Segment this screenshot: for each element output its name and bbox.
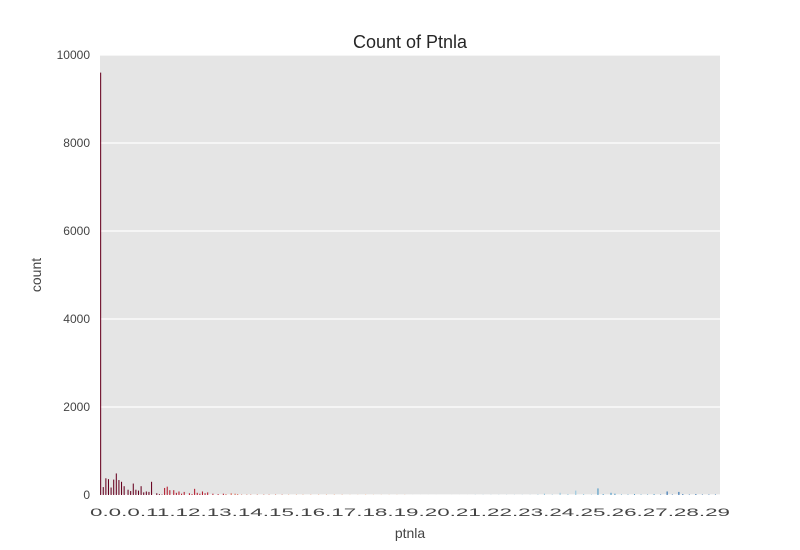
- bar: [140, 486, 142, 495]
- bar: [196, 492, 198, 495]
- bar: [169, 490, 171, 495]
- bar: [567, 494, 569, 495]
- bar: [207, 492, 209, 495]
- bar: [222, 493, 224, 495]
- bar: [225, 494, 227, 495]
- bar: [191, 494, 193, 495]
- bar: [682, 494, 684, 495]
- bar: [610, 492, 612, 495]
- y-tick-label: 8000: [63, 136, 90, 150]
- bar: [365, 494, 367, 495]
- bar: [130, 491, 132, 495]
- y-tick-label: 0: [83, 488, 90, 502]
- x-tick-labels: 0.0.0.11.12.13.14.15.16.17.18.19.20.21.2…: [90, 507, 730, 519]
- bar: [559, 492, 561, 495]
- bar: [597, 488, 599, 495]
- bar: [695, 494, 697, 495]
- bar: [178, 491, 180, 495]
- bar: [118, 480, 120, 495]
- bar: [148, 491, 150, 495]
- bar: [137, 490, 140, 495]
- bar: [121, 481, 123, 495]
- bar: [173, 490, 175, 495]
- y-tick-label: 4000: [63, 312, 90, 326]
- plot-background: [100, 55, 720, 495]
- bar: [113, 479, 115, 495]
- bar: [181, 493, 183, 495]
- bar: [234, 493, 236, 495]
- bar: [201, 491, 203, 495]
- bar: [158, 494, 160, 495]
- bar: [164, 487, 166, 495]
- y-axis-label: count: [28, 258, 44, 292]
- bar: [188, 493, 190, 495]
- bar: [100, 72, 102, 495]
- y-tick-label: 2000: [63, 400, 90, 414]
- bar: [583, 494, 585, 495]
- x-axis-label: ptnla: [395, 525, 426, 541]
- y-tick-label: 10000: [57, 48, 91, 62]
- bar: [602, 494, 604, 495]
- bar: [443, 494, 445, 495]
- bar: [653, 494, 655, 495]
- bar: [135, 489, 137, 495]
- bar: [666, 491, 668, 495]
- y-tick-label: 6000: [63, 224, 90, 238]
- bar: [678, 491, 680, 495]
- bars: [100, 72, 716, 495]
- bar: [212, 493, 214, 495]
- y-tick-labels: 0 2000 4000 6000 8000 10000: [57, 48, 91, 502]
- bar: [614, 493, 616, 495]
- grid: [100, 54, 720, 496]
- bar: [183, 491, 185, 495]
- bar: [230, 493, 232, 495]
- bar: [102, 487, 104, 495]
- bar: [107, 479, 109, 495]
- bar: [217, 494, 219, 495]
- bar: [115, 473, 117, 495]
- bar: [105, 478, 107, 495]
- bar: [237, 494, 239, 495]
- bar: [151, 481, 153, 495]
- bar: [132, 483, 134, 495]
- bar: [633, 494, 636, 495]
- bar: [175, 492, 177, 495]
- chart-title: Count of Ptnla: [353, 32, 468, 52]
- bar: [145, 491, 147, 495]
- bar: [166, 486, 168, 495]
- bar: [194, 488, 196, 495]
- bar: [199, 493, 201, 495]
- bar: [543, 493, 545, 495]
- bar: [123, 486, 125, 495]
- bar: [127, 489, 129, 495]
- bar: [143, 492, 145, 495]
- bar: [204, 493, 206, 495]
- bar: [575, 490, 577, 495]
- bar: [110, 487, 112, 495]
- bar: [156, 493, 158, 495]
